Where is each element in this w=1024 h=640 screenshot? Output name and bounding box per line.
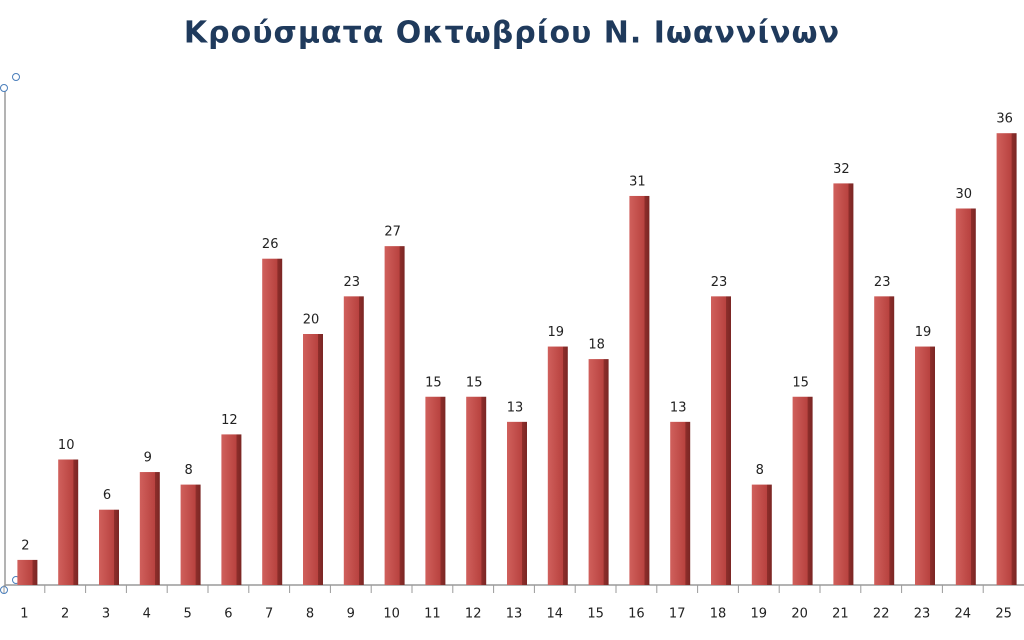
x-tick-label: 22	[873, 607, 890, 622]
value-label: 20	[303, 313, 320, 328]
bar	[99, 509, 119, 585]
bar	[262, 258, 283, 585]
value-label: 8	[756, 463, 764, 478]
x-tick-label: 11	[424, 607, 441, 622]
x-tick-label: 12	[465, 607, 482, 622]
value-label: 19	[915, 325, 932, 340]
value-label: 19	[548, 325, 565, 340]
x-tick-label: 5	[183, 607, 191, 622]
bar	[139, 472, 160, 585]
bar	[915, 346, 935, 585]
value-label: 8	[184, 463, 192, 478]
value-label: 13	[670, 400, 687, 415]
chart-title: Κρούσματα Οκτωβρίου Ν. Ιωαννίνων	[184, 16, 840, 51]
bar	[955, 208, 976, 585]
bar	[384, 246, 405, 585]
value-label: 6	[103, 488, 111, 503]
value-label: 32	[833, 162, 850, 177]
value-label: 15	[425, 375, 442, 390]
bar	[303, 334, 323, 585]
bar	[588, 359, 609, 585]
x-tick-label: 9	[347, 607, 355, 622]
x-tick-label: 21	[832, 607, 849, 622]
value-label: 23	[344, 275, 361, 290]
x-tick-label: 19	[751, 607, 768, 622]
bar	[221, 434, 242, 585]
value-label: 15	[466, 375, 483, 390]
bar	[58, 459, 79, 585]
bar	[343, 296, 364, 585]
x-tick-label: 3	[102, 607, 110, 622]
bar	[751, 484, 772, 585]
bar	[17, 559, 38, 585]
bar	[466, 396, 487, 585]
value-label: 13	[507, 400, 524, 415]
bar	[996, 133, 1017, 585]
bar	[425, 396, 446, 585]
value-label: 36	[996, 112, 1013, 127]
value-label: 15	[792, 375, 809, 390]
x-tick-label: 17	[669, 607, 686, 622]
bar	[833, 183, 854, 585]
bar	[629, 195, 650, 585]
value-label: 26	[262, 237, 279, 252]
bar	[711, 296, 731, 585]
value-label: 31	[629, 174, 646, 189]
x-tick-label: 6	[224, 607, 232, 622]
value-label: 2	[21, 538, 29, 553]
value-label: 9	[144, 451, 152, 466]
bar	[547, 346, 568, 585]
value-label: 23	[711, 275, 728, 290]
value-label: 12	[221, 413, 238, 428]
handle	[12, 73, 20, 81]
x-tick-label: 15	[587, 607, 604, 622]
bar	[792, 396, 813, 585]
x-tick-label: 20	[791, 607, 808, 622]
bar	[507, 421, 527, 585]
handle	[0, 84, 8, 92]
value-label: 10	[58, 438, 75, 453]
x-tick-label: 14	[547, 607, 564, 622]
bar	[180, 484, 201, 585]
x-tick-label: 4	[143, 607, 151, 622]
value-label: 23	[874, 275, 891, 290]
bar	[874, 296, 895, 585]
value-label: 27	[384, 225, 401, 240]
x-tick-label: 1	[20, 607, 28, 622]
x-tick-label: 16	[628, 607, 645, 622]
x-tick-label: 24	[955, 607, 972, 622]
x-tick-label: 13	[506, 607, 523, 622]
value-label: 30	[956, 187, 973, 202]
x-tick-label: 8	[306, 607, 314, 622]
x-tick-label: 7	[265, 607, 273, 622]
value-label: 18	[588, 338, 605, 353]
bar	[670, 421, 691, 585]
x-tick-label: 25	[995, 607, 1012, 622]
x-tick-label: 23	[914, 607, 931, 622]
x-tick-label: 10	[383, 607, 400, 622]
x-tick-label: 18	[710, 607, 727, 622]
x-tick-label: 2	[61, 607, 69, 622]
